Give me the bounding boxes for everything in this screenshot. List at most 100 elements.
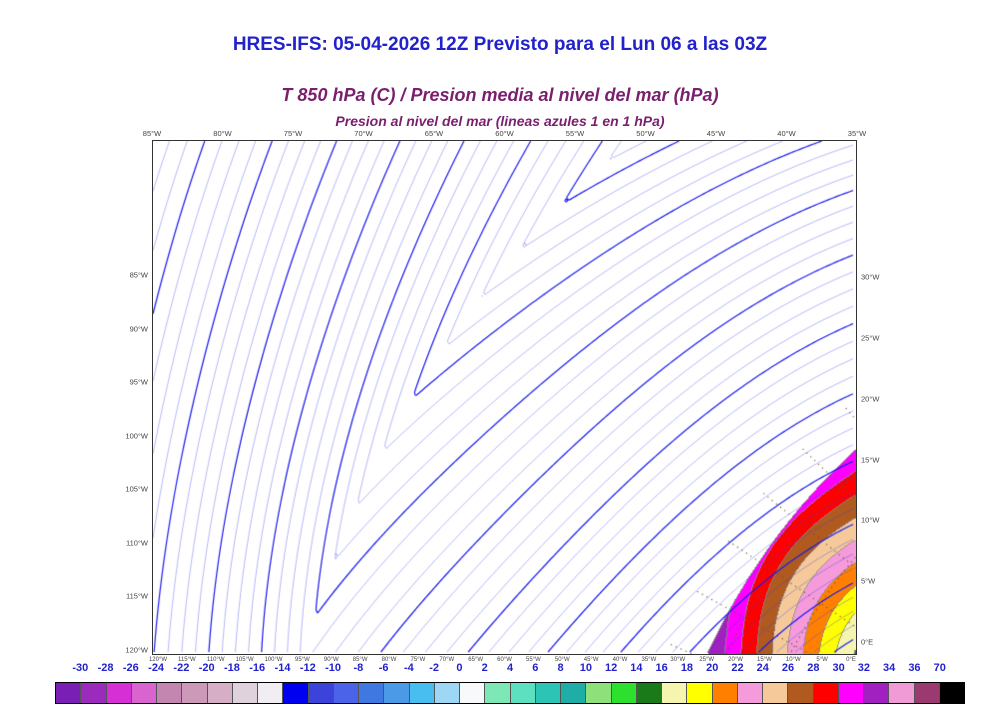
colorbar-swatch[interactable] bbox=[434, 683, 460, 703]
axis-tick-label: 105°W bbox=[235, 657, 254, 663]
axis-tick-label: 90°W bbox=[129, 324, 148, 334]
colorbar-tick: 8 bbox=[557, 662, 564, 674]
axis-tick-label: 40°W bbox=[777, 129, 796, 138]
colorbar-swatch[interactable] bbox=[712, 683, 738, 703]
colorbar-swatch[interactable] bbox=[838, 683, 864, 703]
colorbar-swatch[interactable] bbox=[561, 683, 587, 703]
colorbar-swatch[interactable] bbox=[106, 683, 132, 703]
colorbar-tick: -10 bbox=[325, 662, 341, 674]
axis-tick-label: 100°W bbox=[125, 431, 148, 441]
colorbar-tick: 24 bbox=[756, 662, 769, 674]
colorbar-swatch[interactable] bbox=[763, 683, 789, 703]
colorbar-swatch[interactable] bbox=[889, 683, 915, 703]
axis-tick-label: 30°W bbox=[670, 657, 686, 663]
colorbar-swatch[interactable] bbox=[788, 683, 814, 703]
colorbar-tick: -8 bbox=[353, 662, 364, 674]
axis-tick-label: 115°W bbox=[178, 657, 196, 663]
axis-tick-label: 40°W bbox=[612, 657, 628, 663]
colorbar-tick: 30 bbox=[832, 662, 845, 674]
axis-tick-label: 80°W bbox=[381, 657, 397, 663]
colorbar-swatch[interactable] bbox=[207, 683, 233, 703]
colorbar-swatch[interactable] bbox=[586, 683, 612, 703]
axis-tick-label: 10°W bbox=[861, 515, 880, 525]
axis-tick-label: 65°W bbox=[424, 129, 444, 138]
axis-tick-label: 120°W bbox=[125, 645, 148, 655]
axis-tick-label: 110°W bbox=[206, 657, 225, 663]
colorbar-swatch[interactable] bbox=[56, 683, 82, 703]
axis-tick-label: 80°W bbox=[213, 129, 232, 138]
axis-tick-label: 15°W bbox=[861, 455, 880, 464]
colorbar-swatch[interactable] bbox=[611, 683, 637, 703]
axis-tick-label: 85°W bbox=[129, 270, 148, 280]
colorbar-swatch[interactable] bbox=[510, 683, 536, 703]
colorbar-tick: -14 bbox=[274, 662, 291, 674]
axis-tick-label: 90°W bbox=[323, 657, 339, 663]
axis-tick-label: 70°W bbox=[354, 129, 373, 138]
colorbar-swatch[interactable] bbox=[359, 683, 385, 703]
colorbar-swatch[interactable] bbox=[460, 683, 486, 703]
colorbar-swatch[interactable] bbox=[333, 683, 359, 703]
axis-tick-label: 75°W bbox=[410, 657, 426, 663]
axis-tick-label: 55°W bbox=[565, 129, 585, 138]
colorbar-tick: -16 bbox=[249, 662, 266, 674]
colorbar-swatch[interactable] bbox=[258, 683, 284, 703]
colorbar-tick: 20 bbox=[706, 662, 719, 674]
axis-tick-label: 75°W bbox=[283, 129, 303, 138]
colorbar-tick: 16 bbox=[655, 662, 668, 674]
colorbar-swatch[interactable] bbox=[157, 683, 183, 703]
colorbar-swatch[interactable] bbox=[81, 683, 107, 703]
page-title: HRES-IFS: 05-04-2026 12Z Previsto para e… bbox=[232, 34, 768, 55]
colorbar-swatch[interactable] bbox=[939, 683, 964, 703]
colorbar-swatch[interactable] bbox=[687, 683, 713, 703]
colorbar-swatch[interactable] bbox=[636, 683, 662, 703]
colorbar-swatch[interactable] bbox=[232, 683, 258, 703]
colorbar-tick: 18 bbox=[680, 662, 694, 674]
colorbar-swatch[interactable] bbox=[914, 683, 940, 703]
axis-tick-label: 55°W bbox=[526, 657, 541, 663]
axis-tick-label: 50°W bbox=[554, 657, 570, 663]
colorbar-tick: 6 bbox=[532, 662, 539, 674]
colorbar-tick: -12 bbox=[299, 662, 316, 674]
colorbar-swatch[interactable] bbox=[813, 683, 839, 703]
colorbar-swatch[interactable] bbox=[409, 683, 435, 703]
colorbar-tick: 2 bbox=[481, 662, 488, 674]
colorbar-swatch[interactable] bbox=[485, 683, 511, 703]
colorbar-swatch[interactable] bbox=[737, 683, 763, 703]
colorbar-swatch[interactable] bbox=[535, 683, 561, 703]
colorbar-swatch[interactable] bbox=[308, 683, 334, 703]
axis-tick-label: 60°W bbox=[495, 129, 514, 138]
axis-tick-label: 35°W bbox=[641, 657, 657, 663]
colorbar-tick: -20 bbox=[198, 662, 215, 674]
axis-tick-label: 35°W bbox=[847, 129, 867, 138]
axis-tick-label: 115°W bbox=[125, 591, 148, 601]
axis-tick-label: 0°E bbox=[861, 637, 874, 647]
axis-tick-label: 110°W bbox=[125, 538, 148, 548]
colorbar-tick: -28 bbox=[97, 662, 114, 674]
colorbar-swatch[interactable] bbox=[131, 683, 157, 703]
axis-tick-label: 15°W bbox=[757, 657, 772, 663]
axis-tick-label: 120°W bbox=[148, 657, 168, 663]
colorbar-swatch[interactable] bbox=[864, 683, 890, 703]
axis-tick-label: 100°W bbox=[264, 657, 283, 663]
colorbar-tick: -4 bbox=[403, 662, 414, 674]
axis-tick-label: 60°W bbox=[497, 657, 512, 663]
axis-tick-label: 30°W bbox=[861, 272, 880, 282]
axis-tick-label: 50°W bbox=[636, 129, 655, 138]
colorbar-legend: -30 -28 -26 -24 -22 -20 -18 -16 -14 -12 -10 -8 -6 -4-… bbox=[0, 660, 1000, 707]
axis-tick-label: 25°W bbox=[699, 657, 714, 663]
colorbar-swatch[interactable] bbox=[182, 683, 208, 703]
axis-tick-label: 105°W bbox=[125, 484, 148, 494]
axis-tick-label: 20°W bbox=[861, 394, 880, 404]
colorbar-tick: 4 bbox=[506, 662, 514, 674]
axis-tick-label: 65°W bbox=[468, 657, 483, 663]
axis-tick-label: 45°W bbox=[706, 129, 726, 138]
colorbar-tick: -30 bbox=[72, 662, 89, 674]
colorbar-swatch[interactable] bbox=[662, 683, 688, 703]
colorbar-swatch[interactable] bbox=[283, 683, 309, 703]
colorbar-tick: 32 bbox=[857, 662, 870, 674]
colorbar-swatch[interactable] bbox=[384, 683, 410, 703]
colorbar-tick: 0 bbox=[456, 662, 463, 674]
map-plot-area[interactable] bbox=[152, 140, 857, 655]
colorbar-swatches[interactable] bbox=[55, 682, 965, 704]
